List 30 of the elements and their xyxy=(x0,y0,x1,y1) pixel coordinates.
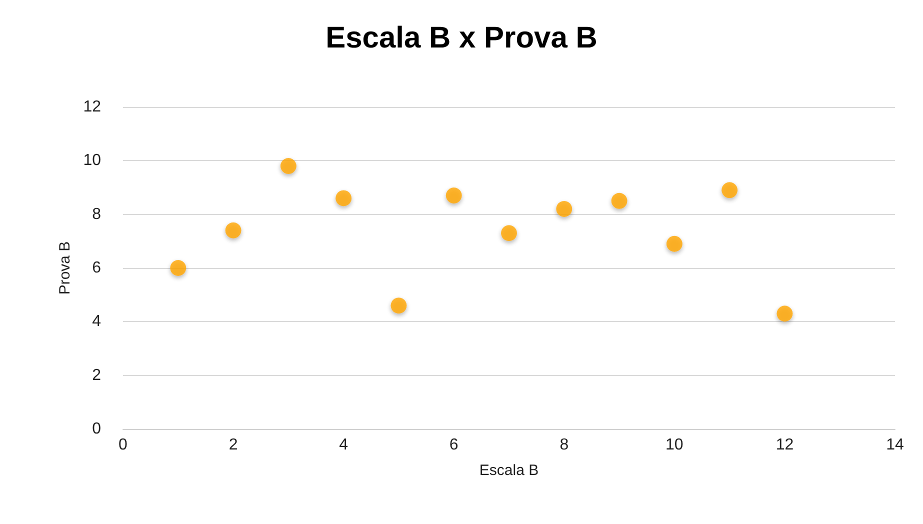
x-tick-label: 2 xyxy=(228,436,238,454)
y-tick-label: 12 xyxy=(83,98,102,116)
x-tick-label: 10 xyxy=(666,436,684,454)
y-tick-label: 2 xyxy=(92,366,102,384)
y-tick-label: 4 xyxy=(92,313,102,330)
point xyxy=(722,182,738,198)
x-tick-label: 4 xyxy=(339,436,348,454)
point xyxy=(776,306,793,322)
x-tick-label: 6 xyxy=(449,436,458,454)
x-axis-title: Escala B xyxy=(479,462,539,479)
y-tick-label: 6 xyxy=(92,260,102,276)
point xyxy=(611,192,628,209)
point xyxy=(225,222,242,238)
y-tick-label: 10 xyxy=(83,152,102,170)
point xyxy=(501,225,517,242)
y-tick-label: 0 xyxy=(92,420,102,438)
point xyxy=(666,236,682,252)
x-tick-label: 0 xyxy=(118,436,128,454)
x-tick-label: 14 xyxy=(886,436,904,454)
point xyxy=(170,260,186,276)
point xyxy=(336,190,352,206)
point xyxy=(390,298,407,314)
x-tick-label: 12 xyxy=(776,436,794,454)
x-tick-label: 8 xyxy=(560,436,569,454)
point xyxy=(280,158,296,174)
point xyxy=(446,188,462,204)
y-tick-label: 8 xyxy=(92,206,102,223)
chart-title: Escala B x Prova B xyxy=(326,22,598,54)
y-axis-title: Prova B xyxy=(56,241,74,295)
point xyxy=(556,200,572,217)
